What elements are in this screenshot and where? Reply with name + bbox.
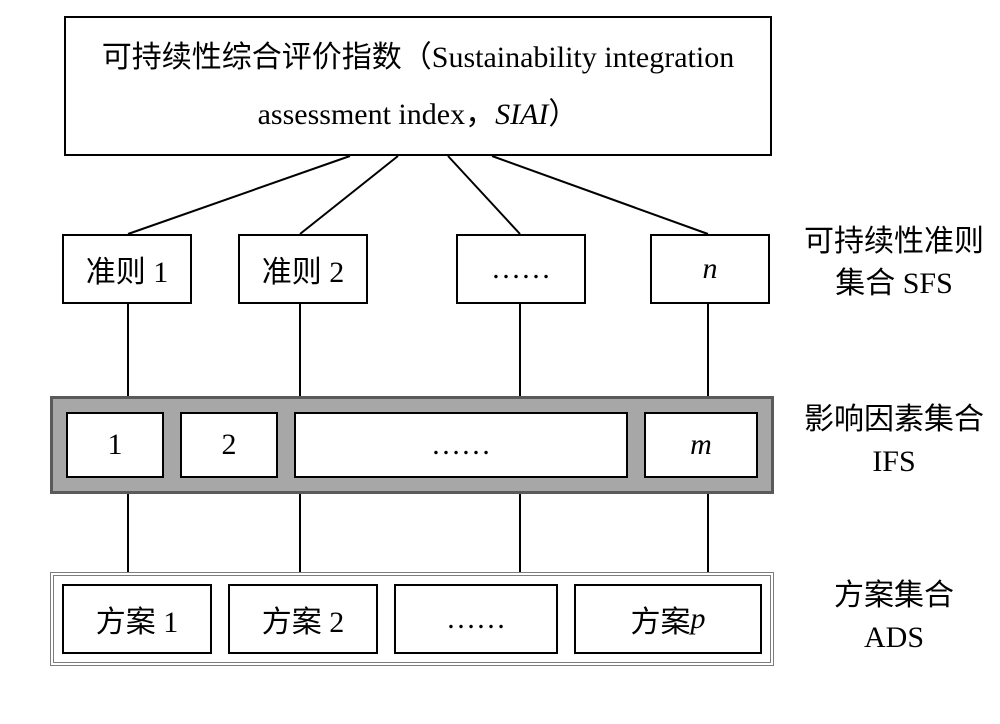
- ads-node-3: 方案 p: [574, 584, 762, 654]
- root-box-siai: 可持续性综合评价指数（Sustainability integration as…: [64, 16, 772, 156]
- ads-node-1: 方案 2: [228, 584, 378, 654]
- ads-node-2: ……: [394, 584, 558, 654]
- sfs-node-3: n: [650, 234, 770, 304]
- ifs-node-1: 2: [180, 412, 278, 478]
- ifs-node-0: 1: [66, 412, 164, 478]
- layer-label-ifs: 影响因素集合 IFS: [794, 396, 994, 486]
- layer-label-sfs: 可持续性准则 集合 SFS: [794, 218, 994, 308]
- ads-node-0: 方案 1: [62, 584, 212, 654]
- sfs-node-1: 准则 2: [238, 234, 368, 304]
- root-line1: 可持续性综合评价指数（Sustainability integration: [102, 29, 734, 86]
- sfs-node-0: 准则 1: [62, 234, 192, 304]
- layer-label-ads: 方案集合 ADS: [794, 572, 994, 662]
- root-line2: assessment index，SIAI）: [102, 86, 734, 143]
- ifs-node-2: ……: [294, 412, 628, 478]
- sfs-node-2: ……: [456, 234, 586, 304]
- ifs-node-3: m: [644, 412, 758, 478]
